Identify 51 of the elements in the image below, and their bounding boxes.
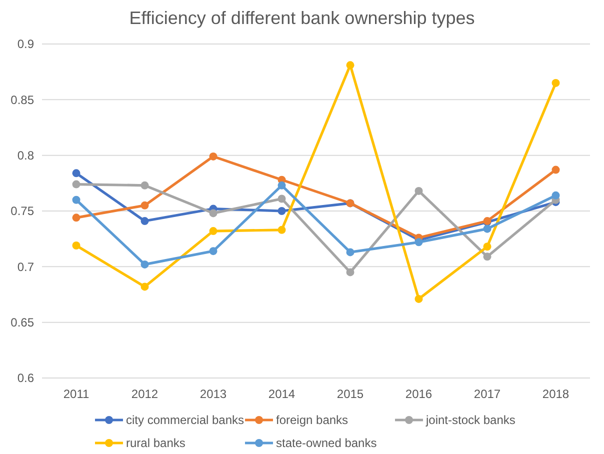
legend-label: joint-stock banks bbox=[425, 413, 516, 428]
point bbox=[552, 78, 560, 87]
point bbox=[414, 186, 423, 195]
point bbox=[209, 152, 218, 160]
point bbox=[209, 209, 218, 218]
legend-label: state-owned banks bbox=[276, 436, 377, 450]
x-tick-label: 2018 bbox=[542, 387, 570, 401]
point bbox=[414, 238, 423, 246]
x-tick-label: 2013 bbox=[200, 387, 227, 401]
x-tick-label: 2016 bbox=[405, 387, 432, 401]
point bbox=[278, 226, 286, 234]
legend-label: foreign banks bbox=[276, 413, 348, 428]
y-tick-label: 0.9 bbox=[17, 37, 34, 52]
x-tick-label: 2015 bbox=[336, 387, 364, 401]
point bbox=[72, 169, 80, 178]
point bbox=[72, 196, 80, 204]
point bbox=[552, 191, 560, 200]
point bbox=[140, 260, 149, 268]
point bbox=[72, 242, 80, 250]
x-tick-label: 2014 bbox=[268, 387, 296, 401]
x-tick-label: 2012 bbox=[131, 387, 158, 401]
point bbox=[278, 194, 286, 203]
point bbox=[140, 217, 149, 226]
point bbox=[414, 294, 423, 303]
x-tick-label: 2011 bbox=[63, 387, 90, 401]
point bbox=[278, 207, 286, 215]
y-tick-label: 0.7 bbox=[17, 260, 34, 274]
point bbox=[346, 268, 354, 276]
legend-label: city commercial banks bbox=[126, 413, 244, 428]
x-tick-label: 2017 bbox=[474, 387, 501, 401]
legend-label: rural banks bbox=[126, 436, 186, 450]
point bbox=[483, 242, 492, 251]
point bbox=[346, 61, 354, 70]
point bbox=[72, 180, 80, 188]
point bbox=[552, 166, 560, 174]
point bbox=[346, 248, 354, 256]
point bbox=[72, 214, 80, 222]
point bbox=[140, 181, 149, 190]
y-tick-label: 0.75 bbox=[10, 204, 34, 218]
y-tick-label: 0.85 bbox=[10, 92, 34, 107]
chart-title: Efficiency of different bank ownership types bbox=[129, 8, 475, 28]
point bbox=[483, 252, 492, 261]
point bbox=[209, 227, 218, 236]
point bbox=[483, 224, 492, 233]
point bbox=[209, 247, 218, 256]
point bbox=[140, 282, 149, 291]
y-tick-label: 0.8 bbox=[17, 148, 34, 163]
y-tick-label: 0.6 bbox=[17, 371, 34, 386]
point bbox=[278, 181, 286, 190]
y-tick-label: 0.65 bbox=[10, 316, 34, 330]
point bbox=[140, 201, 149, 210]
